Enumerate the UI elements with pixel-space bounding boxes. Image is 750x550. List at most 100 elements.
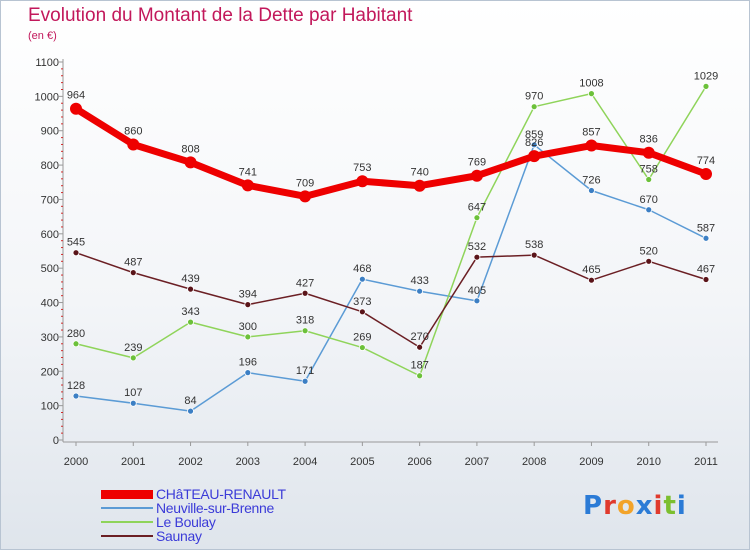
- data-label-chateau-renault: 860: [124, 125, 142, 137]
- data-label-le-boulay: 970: [525, 91, 543, 103]
- data-label-neuville-sur-brenne: 468: [353, 263, 371, 275]
- series-layer: [70, 82, 712, 415]
- data-point-saunay: [187, 285, 194, 293]
- chart-subtitle: (en €): [28, 30, 57, 42]
- data-point-saunay: [588, 276, 595, 284]
- x-tick-label: 2006: [407, 456, 431, 468]
- logo-letter: r: [603, 491, 617, 521]
- x-tick-label: 2007: [465, 456, 489, 468]
- series-line-chateau-renault: [72, 105, 710, 200]
- data-label-saunay: 270: [410, 331, 428, 343]
- data-point-le-boulay: [416, 372, 424, 380]
- data-point-neuville-sur-brenne: [244, 369, 252, 377]
- data-point-saunay: [358, 308, 366, 316]
- legend-label-le-boulay: Le Boulay: [156, 514, 216, 530]
- data-point-chateau-renault: [585, 139, 598, 152]
- data-label-saunay: 545: [67, 237, 85, 249]
- x-tick-label: 2001: [121, 456, 145, 468]
- data-point-chateau-renault: [184, 156, 197, 169]
- legend-item-chateau-renault: CHâTEAU-RENAULT: [101, 486, 321, 502]
- data-label-saunay: 394: [239, 289, 257, 301]
- data-point-saunay: [72, 249, 80, 257]
- y-tick-label: 100: [41, 401, 59, 413]
- y-tick-label: 300: [41, 332, 59, 344]
- y-tick-label: 400: [41, 298, 59, 310]
- data-point-saunay: [473, 253, 481, 261]
- data-point-neuville-sur-brenne: [588, 187, 595, 194]
- data-label-chateau-renault: 826: [525, 137, 543, 149]
- data-point-chateau-renault: [70, 102, 82, 115]
- axes: 0 100 200 300 400 500 600 700 800 900 1000 1100 2000…: [35, 57, 718, 468]
- data-point-neuville-sur-brenne: [301, 377, 309, 385]
- data-point-chateau-renault: [700, 168, 712, 181]
- data-label-neuville-sur-brenne: 128: [67, 380, 85, 392]
- x-tick-label: 2004: [293, 456, 317, 468]
- x-tick-label: 2003: [236, 456, 260, 468]
- data-point-le-boulay: [129, 354, 137, 362]
- data-label-neuville-sur-brenne: 107: [124, 387, 142, 399]
- y-tick-label: 700: [41, 194, 59, 206]
- data-label-le-boulay: 280: [67, 328, 85, 340]
- data-label-chateau-renault: 857: [582, 127, 600, 139]
- data-label-le-boulay: 187: [410, 360, 428, 372]
- data-point-chateau-renault: [642, 146, 655, 159]
- data-point-le-boulay: [530, 103, 538, 111]
- data-label-le-boulay: 647: [468, 202, 486, 214]
- legend-label-neuville-sur-brenne: Neuville-sur-Brenne: [156, 500, 275, 516]
- data-label-saunay: 487: [124, 257, 142, 269]
- logo-letter: i: [676, 491, 687, 521]
- data-point-le-boulay: [244, 333, 252, 341]
- x-tick-label: 2005: [350, 456, 374, 468]
- logo-letter: i: [653, 491, 664, 521]
- data-label-le-boulay: 239: [124, 342, 142, 354]
- data-point-neuville-sur-brenne: [702, 234, 710, 242]
- data-labels-layer: 964 860 808 741 709 753 740 769 826 857 836 774 128 1…: [67, 70, 718, 407]
- y-tick-label: 1100: [35, 57, 59, 69]
- data-label-neuville-sur-brenne: 433: [410, 275, 428, 287]
- data-label-le-boulay: 318: [296, 315, 314, 327]
- data-label-chateau-renault: 709: [296, 177, 314, 189]
- data-point-le-boulay: [702, 82, 710, 90]
- legend-swatch-saunay: [101, 535, 153, 537]
- data-point-le-boulay: [588, 90, 595, 98]
- y-tick-label: 800: [41, 160, 59, 172]
- x-tick-label: 2002: [178, 456, 202, 468]
- data-point-chateau-renault: [470, 169, 483, 182]
- data-label-chateau-renault: 808: [181, 143, 199, 155]
- data-point-chateau-renault: [299, 190, 312, 203]
- data-label-neuville-sur-brenne: 196: [239, 357, 257, 369]
- data-label-neuville-sur-brenne: 587: [697, 222, 715, 234]
- x-tick-label: 2008: [522, 456, 546, 468]
- legend-item-neuville-sur-brenne: Neuville-sur-Brenne: [101, 500, 321, 516]
- data-point-chateau-renault: [528, 150, 541, 163]
- data-label-chateau-renault: 836: [640, 134, 658, 146]
- data-label-chateau-renault: 741: [239, 166, 257, 178]
- data-label-chateau-renault: 753: [353, 162, 371, 174]
- legend-item-le-boulay: Le Boulay: [101, 514, 321, 530]
- data-point-le-boulay: [301, 327, 309, 335]
- legend-swatch-le-boulay: [101, 521, 153, 523]
- data-point-neuville-sur-brenne: [473, 297, 481, 305]
- data-label-saunay: 520: [640, 245, 658, 257]
- data-label-neuville-sur-brenne: 84: [184, 395, 196, 407]
- legend-label-saunay: Saunay: [156, 528, 202, 544]
- x-tick-label: 2011: [694, 456, 718, 468]
- data-label-chateau-renault: 964: [67, 90, 85, 102]
- data-point-le-boulay: [358, 344, 366, 351]
- proxiti-logo: Proxiti: [583, 491, 687, 521]
- data-label-saunay: 538: [525, 239, 543, 251]
- series-line-saunay: [75, 251, 707, 348]
- data-label-saunay: 373: [353, 296, 371, 308]
- data-point-chateau-renault: [413, 179, 426, 192]
- data-label-le-boulay: 1008: [579, 78, 603, 90]
- data-label-saunay: 532: [468, 241, 486, 253]
- data-point-neuville-sur-brenne: [72, 392, 80, 400]
- series-line-le-boulay: [75, 85, 707, 377]
- data-point-saunay: [129, 269, 137, 277]
- data-point-le-boulay: [72, 340, 80, 348]
- legend-swatch-neuville-sur-brenne: [101, 507, 153, 509]
- y-tick-label: 200: [41, 366, 59, 378]
- data-label-saunay: 439: [181, 273, 199, 285]
